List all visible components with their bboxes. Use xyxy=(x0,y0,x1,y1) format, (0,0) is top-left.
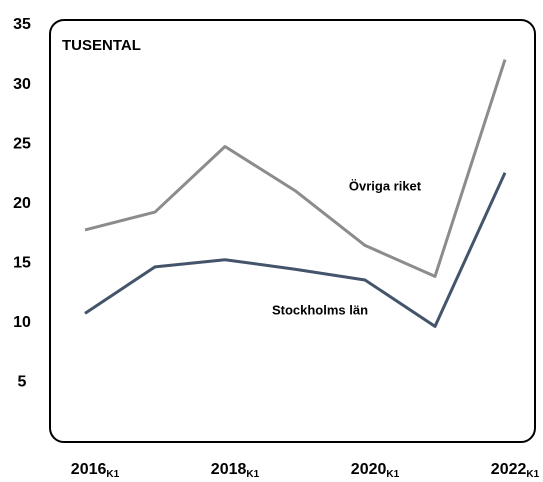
y-tick-label: 20 xyxy=(13,195,31,212)
x-tick-label: 2016K1 xyxy=(71,461,120,479)
y-tick-label: 15 xyxy=(13,255,31,272)
x-tick-year: 2018 xyxy=(211,461,247,478)
x-tick-year: 2016 xyxy=(71,461,107,478)
series-label: Stockholms län xyxy=(272,302,368,317)
y-tick-label: 25 xyxy=(13,135,31,152)
y-tick-label: 35 xyxy=(13,16,31,33)
x-tick-year: 2020 xyxy=(351,461,387,478)
x-tick-year: 2022 xyxy=(491,461,527,478)
series-line xyxy=(84,172,507,328)
series-label: Övriga riket xyxy=(349,178,422,193)
series-line xyxy=(84,59,507,278)
x-tick-subscript: K1 xyxy=(526,469,539,480)
x-tick-label: 2020K1 xyxy=(351,461,400,479)
y-tick-label: 5 xyxy=(18,374,27,391)
x-tick-subscript: K1 xyxy=(386,469,399,480)
plot-frame xyxy=(49,19,536,443)
unit-label: TUSENTAL xyxy=(62,37,141,54)
y-tick-label: 30 xyxy=(13,76,31,93)
x-tick-label: 2022K1 xyxy=(491,461,540,479)
x-tick-subscript: K1 xyxy=(106,469,119,480)
x-tick-subscript: K1 xyxy=(246,469,259,480)
x-tick-label: 2018K1 xyxy=(211,461,260,479)
y-tick-label: 10 xyxy=(13,314,31,331)
